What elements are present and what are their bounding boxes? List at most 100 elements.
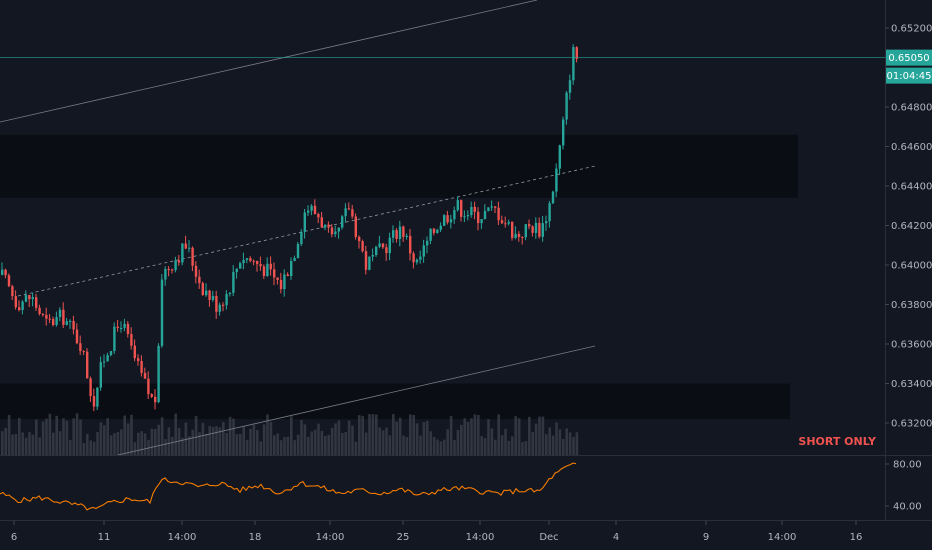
volume-bar	[504, 429, 507, 455]
volume-bar	[419, 435, 422, 455]
volume-bar	[443, 439, 446, 455]
candle-body	[137, 358, 140, 361]
volume-bar	[381, 430, 385, 455]
candle-body	[11, 286, 14, 297]
candle-body	[334, 231, 337, 235]
candle-body	[354, 216, 357, 237]
candle-body	[201, 282, 204, 296]
candle-body	[453, 210, 456, 220]
volume-bar	[58, 431, 62, 455]
price-axis[interactable]: 0.65200 0.65050 0.64800 0.64600 0.64400 0.642…	[885, 24, 932, 430]
volume-bar	[341, 432, 344, 455]
volume-bar	[466, 421, 470, 455]
volume-bar	[109, 435, 113, 455]
volume-bar	[188, 436, 191, 455]
candle-body	[28, 295, 31, 300]
volume-bar	[426, 420, 429, 455]
volume-bar	[269, 421, 273, 455]
candle-body	[460, 200, 463, 217]
volume-bar	[174, 413, 177, 455]
candle-body	[395, 230, 398, 240]
time-axis[interactable]: 6 11 14:00 18 14:00 25 14:00 Dec 4 9 14:00 16	[11, 521, 863, 543]
volume-bar	[45, 418, 48, 455]
candle-body	[160, 279, 164, 346]
volume-bar	[392, 414, 395, 455]
time-tick-label: 14:00	[466, 532, 495, 543]
candle-body	[398, 226, 402, 240]
volume-bar	[432, 436, 436, 455]
price-tick-label: 0.64200	[891, 221, 932, 232]
volume-bar	[262, 424, 266, 455]
volume-bar	[96, 432, 99, 455]
candle-body	[232, 272, 235, 293]
candle-body	[99, 362, 102, 388]
candle-body	[130, 334, 133, 346]
volume-bar	[245, 439, 249, 455]
volume-bar	[1, 431, 4, 455]
candle-body	[313, 205, 317, 215]
volume-bar	[82, 442, 86, 455]
volume-bar	[113, 433, 116, 455]
volume-bar	[211, 426, 215, 455]
volume-bar	[286, 436, 290, 455]
volume-bar	[239, 433, 242, 455]
candle-body	[167, 269, 170, 271]
volume-bar	[514, 416, 517, 455]
candle-body	[69, 320, 72, 322]
volume-bar	[194, 416, 198, 455]
candle-body	[242, 259, 245, 264]
time-tick-label: 14:00	[768, 532, 797, 543]
candle-body	[324, 224, 327, 228]
volume-bar	[368, 414, 371, 455]
volume-bar	[62, 418, 65, 455]
volume-bar	[86, 433, 89, 455]
candle-body	[565, 92, 568, 120]
mid-trend-line	[17, 165, 596, 297]
volume-bar	[99, 422, 103, 455]
volume-bar	[534, 423, 538, 455]
candle-body	[296, 244, 300, 258]
candle-body	[205, 290, 208, 296]
volume-bar	[249, 428, 252, 455]
volume-bar	[361, 416, 364, 455]
candle-body	[228, 292, 232, 294]
volume-bar	[35, 419, 38, 455]
volume-bar	[208, 425, 211, 455]
candle-body	[245, 258, 249, 260]
candle-body	[171, 269, 174, 271]
volume-bar	[11, 434, 14, 455]
volume-bar	[500, 435, 504, 455]
volume-bar	[409, 414, 412, 455]
volume-bar	[538, 416, 541, 455]
volume-bar	[415, 423, 419, 455]
volume-bar	[429, 431, 432, 455]
oscillator-series	[0, 462, 577, 511]
candle-body	[494, 206, 497, 208]
candle-body	[443, 215, 446, 226]
candle-body	[35, 297, 38, 308]
candle-body	[347, 208, 351, 210]
candle-body	[96, 387, 99, 407]
candle-body	[439, 225, 442, 230]
volume-bar	[480, 436, 483, 455]
volume-bar	[160, 417, 164, 455]
volume-bar	[517, 418, 521, 455]
volume-bar	[371, 414, 375, 455]
volume-bar	[565, 428, 568, 455]
volume-bar	[398, 417, 402, 455]
volume-bar	[483, 438, 487, 455]
volume-bar	[41, 421, 45, 455]
volume-bar	[575, 432, 579, 455]
candle-body	[109, 350, 113, 356]
volume-bar	[324, 435, 327, 455]
candle-body	[249, 258, 252, 261]
candle-body	[307, 210, 310, 213]
candle-body	[521, 236, 524, 238]
volume-bar	[123, 415, 126, 455]
volume-bar	[48, 413, 52, 455]
candle-body	[392, 230, 395, 238]
candle-body	[381, 243, 385, 248]
volume-bar	[545, 434, 548, 455]
